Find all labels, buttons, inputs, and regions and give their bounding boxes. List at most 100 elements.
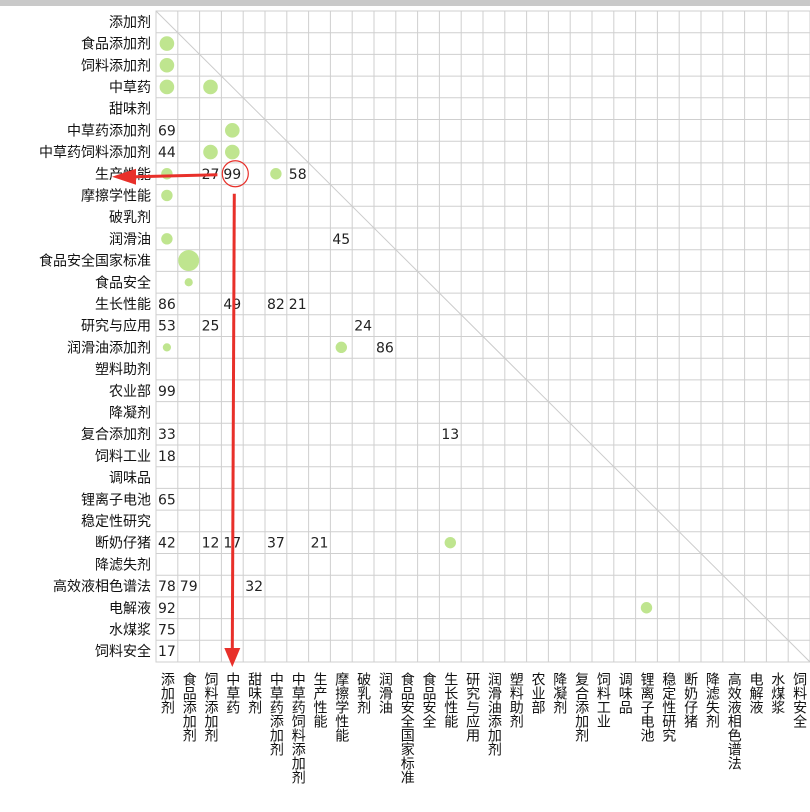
column-label: 生长性能	[442, 672, 458, 729]
column-label: 破乳剂	[355, 672, 371, 714]
cell-value: 45	[332, 232, 350, 248]
cell-value: 99	[158, 384, 176, 400]
column-label: 锂离子电池	[639, 672, 655, 742]
row-label: 锂离子电池	[81, 491, 151, 508]
cell-value: 17	[158, 644, 176, 660]
column-label: 摩擦学性能	[333, 671, 349, 743]
cell-dot	[444, 536, 456, 549]
column-label: 饲料工业	[595, 672, 611, 728]
cell-value: 13	[441, 427, 459, 443]
cell-value: 53	[158, 319, 176, 335]
column-label: 塑料助剂	[508, 672, 524, 728]
cell-value: 99	[223, 167, 241, 183]
cell-value: 58	[289, 167, 307, 183]
row-label: 添加剂	[109, 15, 151, 31]
column-label: 生产性能	[312, 672, 328, 729]
row-label: 降凝剂	[109, 405, 151, 421]
row-label: 稳定性研究	[81, 514, 151, 530]
row-label: 水煤浆	[109, 622, 151, 638]
row-label: 研究与应用	[81, 318, 151, 335]
cell-value: 18	[158, 449, 176, 465]
cell-value: 82	[267, 297, 285, 313]
cell-dot	[225, 144, 240, 160]
cell-dot	[203, 79, 218, 95]
cell-dot	[270, 168, 282, 180]
cell-dot	[640, 602, 653, 614]
highlight-circle	[221, 160, 249, 188]
cell-value: 69	[158, 123, 176, 139]
cell-value: 65	[158, 492, 176, 508]
cell-dot	[225, 123, 240, 138]
column-label: 中草药	[224, 672, 240, 714]
row-label: 农业部	[109, 384, 151, 400]
cell-value: 21	[311, 536, 329, 552]
cell-dot	[335, 341, 347, 354]
column-label: 降凝剂	[551, 672, 567, 714]
cell-dot	[162, 343, 171, 352]
cell-value: 25	[202, 319, 220, 335]
diagonal-line	[155, 10, 810, 663]
row-label: 复合添加剂	[81, 426, 151, 443]
cell-dot	[178, 250, 200, 272]
column-label: 电解液	[748, 672, 764, 714]
column-label: 食品安全	[421, 671, 437, 728]
arrow-down-shaft	[230, 193, 236, 651]
cell-dot	[159, 57, 175, 73]
row-label: 润滑油添加剂	[67, 339, 151, 356]
cell-value: 33	[158, 427, 176, 443]
row-label: 饲料工业	[95, 449, 151, 465]
cell-dot	[161, 168, 173, 180]
row-label: 破乳剂	[109, 210, 151, 226]
cell-value: 12	[202, 536, 220, 552]
row-label: 中草药	[109, 80, 151, 96]
column-label: 润滑油	[377, 672, 393, 714]
column-label: 降滤失剂	[704, 672, 720, 728]
column-label: 甜味剂	[246, 672, 262, 714]
cell-value: 32	[245, 579, 263, 595]
column-label: 农业部	[530, 672, 546, 714]
row-label: 饲料添加剂	[81, 58, 151, 74]
arrow-down-head	[224, 648, 241, 667]
cell-value: 37	[267, 536, 285, 552]
column-label: 中草药添加剂	[268, 672, 284, 756]
cell-dot	[161, 233, 173, 245]
cell-dot	[159, 36, 175, 51]
row-label: 食品安全国家标准	[39, 253, 151, 270]
cell-value: 44	[158, 145, 176, 161]
cell-value: 24	[354, 319, 372, 335]
column-label: 研究与应用	[464, 672, 480, 743]
cell-dot	[159, 79, 175, 95]
row-label: 饲料安全	[95, 643, 151, 660]
row-label: 断奶仔猪	[95, 536, 151, 552]
column-label: 饲料添加剂	[203, 672, 219, 742]
row-label: 电解液	[109, 601, 151, 617]
cell-dot	[203, 144, 218, 160]
column-label: 中草药饲料添加剂	[290, 672, 306, 784]
row-label: 甜味剂	[109, 102, 151, 118]
row-label: 塑料助剂	[95, 362, 151, 378]
cell-value: 79	[180, 579, 198, 595]
arrow-left-shaft	[135, 173, 218, 179]
cell-dot	[161, 189, 173, 202]
top-strip	[0, 0, 810, 6]
row-label: 中草药饲料添加剂	[39, 145, 151, 161]
cell-value: 75	[158, 622, 176, 638]
row-label: 摩擦学性能	[81, 187, 151, 204]
row-label: 食品添加剂	[81, 36, 151, 53]
column-label: 复合添加剂	[573, 671, 589, 742]
column-label: 水煤浆	[769, 672, 785, 714]
column-label: 添加剂	[159, 672, 175, 714]
column-label: 食品添加剂	[181, 671, 197, 742]
column-label: 调味品	[617, 672, 633, 714]
column-label: 断奶仔猪	[682, 672, 698, 729]
row-label: 食品安全	[95, 274, 151, 291]
row-label: 高效液相色谱法	[53, 578, 151, 595]
cell-value: 92	[158, 601, 176, 617]
row-label: 润滑油	[109, 231, 151, 248]
row-label: 降滤失剂	[95, 557, 151, 573]
arrow-left-head	[112, 168, 136, 185]
cell-value: 86	[158, 297, 176, 313]
cell-value: 42	[158, 536, 176, 552]
row-label: 中草药添加剂	[67, 123, 151, 139]
cell-value: 21	[289, 297, 307, 313]
